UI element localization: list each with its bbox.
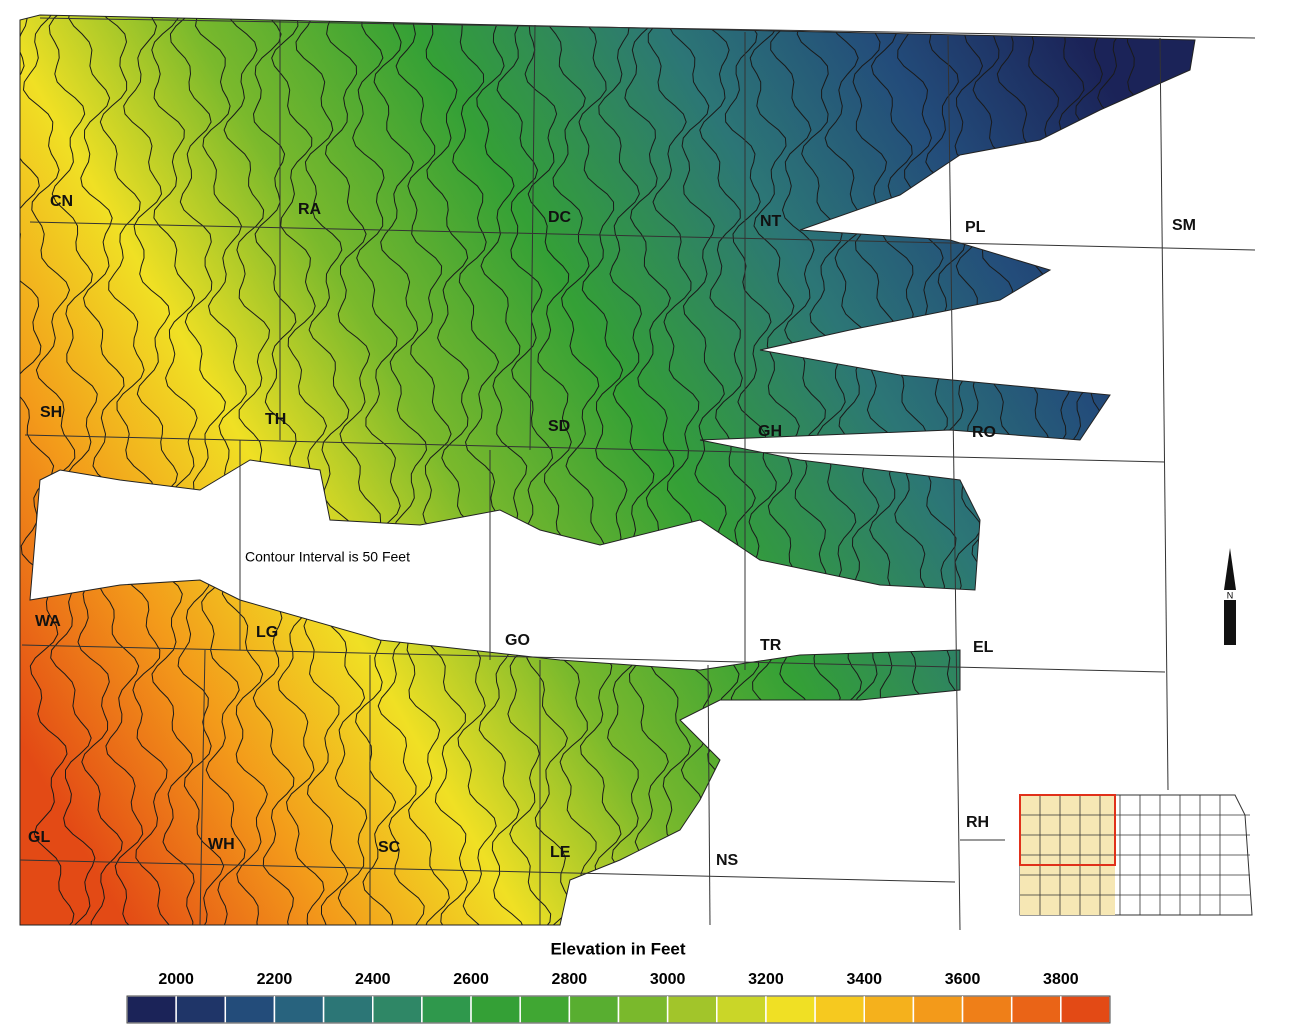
county-label: CN xyxy=(50,193,73,210)
county-label: DC xyxy=(548,209,572,226)
contour-line xyxy=(544,15,622,925)
legend-swatch xyxy=(175,995,227,1024)
legend-tick-label: 2600 xyxy=(453,971,489,988)
contour-line xyxy=(395,15,468,925)
contour-line xyxy=(425,15,497,925)
locator-inset xyxy=(1019,794,1253,916)
county-boundaries xyxy=(19,17,1256,931)
contour-line xyxy=(996,15,1069,925)
contour-line xyxy=(1097,15,1170,925)
county-label: RH xyxy=(966,814,989,831)
contour-line xyxy=(1044,15,1122,925)
legend-swatch xyxy=(126,995,177,1024)
county-label: WA xyxy=(35,613,61,630)
legend-tick-label: 2800 xyxy=(552,971,588,988)
county-label: NT xyxy=(760,213,782,230)
contour-line xyxy=(352,15,425,925)
contour-line xyxy=(451,15,526,925)
north-arrow: N xyxy=(1224,548,1236,645)
county-label: RO xyxy=(972,424,996,441)
legend-tick-label: 2400 xyxy=(355,971,391,988)
county-label: SD xyxy=(548,418,570,435)
contour-line xyxy=(524,15,597,925)
legend-tick-label: 3000 xyxy=(650,971,686,988)
contour-line xyxy=(97,15,174,925)
county-label: PL xyxy=(965,219,986,236)
contour-line xyxy=(1023,15,1098,925)
county-label: TH xyxy=(265,411,286,428)
contour-interval-note: Contour Interval is 50 Feet xyxy=(245,549,410,565)
county-label: TR xyxy=(760,637,782,654)
legend-tick-label: 3200 xyxy=(748,971,784,988)
contour-line xyxy=(570,15,649,925)
legend-frame xyxy=(126,995,1111,1024)
legend-swatch xyxy=(1010,995,1062,1024)
legend-swatch xyxy=(1060,995,1111,1024)
contour-line xyxy=(48,15,123,925)
legend-swatch xyxy=(716,995,767,1024)
contour-line xyxy=(647,15,723,925)
legend-swatch xyxy=(470,995,521,1024)
legend-swatch xyxy=(372,995,423,1024)
contour-line xyxy=(22,15,96,925)
contour-line xyxy=(324,15,397,925)
county-label: GL xyxy=(28,829,50,846)
legend-tick-label: 2200 xyxy=(257,971,293,988)
legend-tick-label: 3800 xyxy=(1043,971,1079,988)
legend-swatch xyxy=(961,995,1013,1024)
legend-tick-label: 3600 xyxy=(945,971,981,988)
legend-swatch xyxy=(273,995,325,1024)
county-label: SC xyxy=(378,839,401,856)
county-label: RA xyxy=(298,201,322,218)
contour-line xyxy=(68,15,144,925)
contour-line xyxy=(373,15,450,925)
legend-swatch xyxy=(617,995,669,1024)
contour-line xyxy=(476,15,552,925)
county-label: SH xyxy=(40,404,62,421)
legend-tick-label: 2000 xyxy=(158,971,194,988)
contour-line xyxy=(20,15,75,925)
county-labels: CN RA DC NT PL SM SH TH SD GH RO WA LG GO TR EL GL WH SC LE… xyxy=(28,193,1196,869)
contour-line xyxy=(1075,15,1151,925)
svg-text:N: N xyxy=(1227,590,1234,600)
legend-swatch xyxy=(912,995,964,1024)
legend-swatch xyxy=(568,995,620,1024)
county-label: GH xyxy=(758,423,782,440)
contour-line xyxy=(194,15,268,925)
county-label: SM xyxy=(1172,217,1196,234)
legend-swatch xyxy=(863,995,915,1024)
legend-swatch xyxy=(421,995,472,1024)
contour-line xyxy=(598,15,673,925)
legend-swatch xyxy=(224,995,276,1024)
contour-line xyxy=(1126,15,1195,925)
county-label: NS xyxy=(716,852,739,869)
county-label: LG xyxy=(256,624,278,641)
legend-title: Elevation in Feet xyxy=(550,939,685,958)
legend: 2000 2200 2400 2600 2800 3000 3200 3400 3600 3800 xyxy=(126,971,1111,1024)
legend-swatch xyxy=(519,995,571,1024)
legend-swatch xyxy=(322,995,374,1024)
contour-line xyxy=(496,15,571,925)
legend-swatch xyxy=(765,995,816,1024)
contour-line xyxy=(169,15,246,925)
county-label: LE xyxy=(550,844,571,861)
county-label: EL xyxy=(973,639,994,656)
legend-tick-label: 3400 xyxy=(846,971,882,988)
contour-line xyxy=(123,15,195,925)
contour-line xyxy=(151,15,225,925)
county-label: GO xyxy=(505,632,530,649)
legend-swatch xyxy=(814,995,865,1024)
contour-line xyxy=(624,15,698,925)
legend-swatch xyxy=(666,995,718,1024)
contour-line xyxy=(295,15,368,925)
county-label: WH xyxy=(208,836,235,853)
